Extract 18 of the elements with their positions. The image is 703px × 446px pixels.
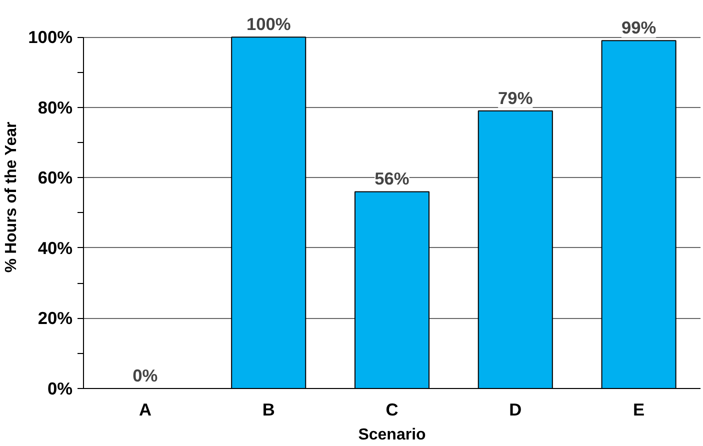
- x-tick-label: D: [509, 400, 522, 420]
- x-tick-label: C: [386, 400, 399, 420]
- y-tick-label: 0%: [47, 378, 72, 398]
- y-axis-title: % Hours of the Year: [3, 122, 20, 273]
- y-tick-label: 40%: [38, 238, 73, 258]
- x-tick-label: B: [262, 400, 275, 420]
- y-tick-label: 100%: [28, 27, 73, 48]
- x-axis-title: Scenario: [358, 426, 426, 444]
- data-label: 56%: [374, 168, 410, 189]
- data-label: 0%: [132, 366, 158, 386]
- x-tick-label: A: [138, 400, 152, 420]
- y-tick-label: 60%: [38, 168, 73, 188]
- y-tick-label: 20%: [38, 308, 73, 328]
- data-label: 99%: [621, 18, 656, 38]
- data-label: 79%: [498, 88, 533, 108]
- data-label: 100%: [246, 14, 291, 34]
- x-tick-label: E: [633, 400, 645, 420]
- y-tick-label: 80%: [38, 97, 73, 118]
